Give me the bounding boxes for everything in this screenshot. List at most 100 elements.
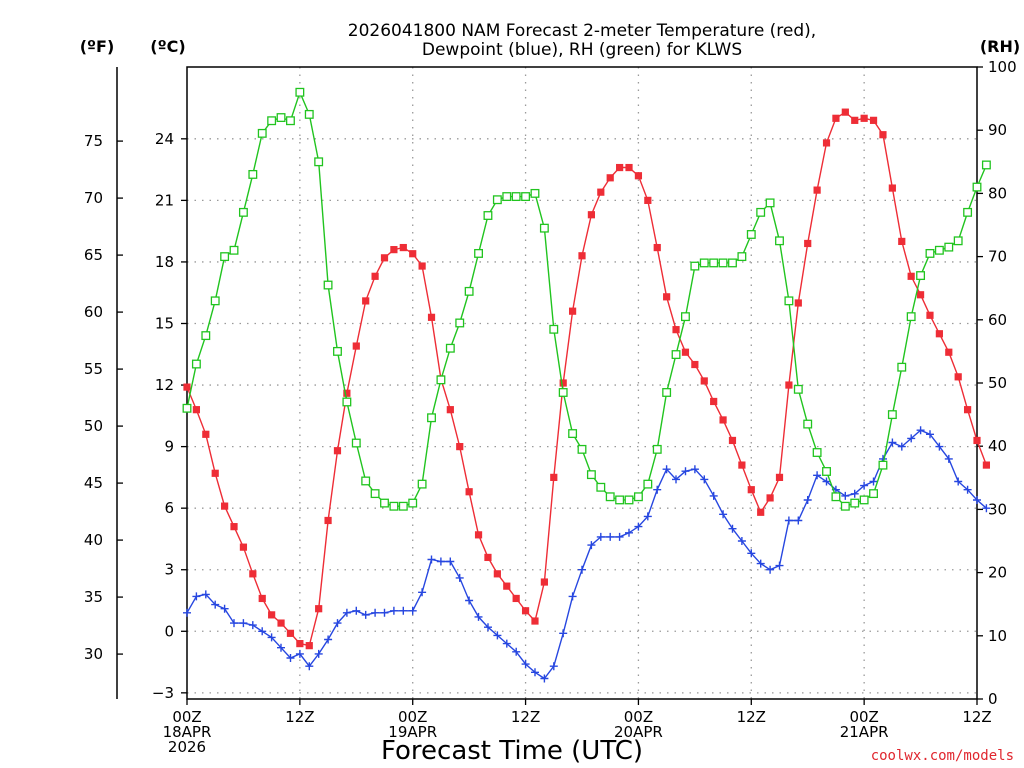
dewpoint-point	[436, 557, 445, 566]
temperature-point	[606, 174, 614, 182]
dewpoint-point	[314, 649, 323, 658]
dewpoint-point	[493, 631, 502, 640]
rh-unit-label: (RH)	[980, 37, 1020, 56]
rh-point	[276, 113, 286, 123]
dewpoint-point	[220, 604, 229, 613]
rh-point	[934, 245, 944, 255]
rh-point	[972, 182, 982, 192]
temperature-point	[202, 430, 210, 438]
fahrenheit-tick-label: 45	[84, 474, 103, 492]
dewpoint-point	[897, 442, 906, 451]
temperature-point	[851, 116, 859, 124]
dewpoint-point	[446, 557, 455, 566]
temperature-point	[775, 473, 784, 481]
dewpoint-point	[512, 647, 521, 656]
x-tick-label: 12Z	[737, 708, 766, 726]
temperature-point	[531, 617, 539, 625]
rh-point	[812, 448, 822, 457]
dewpoint-point	[916, 426, 925, 435]
dewpoint-point	[784, 516, 793, 525]
dewpoint-point	[596, 532, 605, 541]
temperature-point	[277, 619, 285, 627]
dewpoint-point	[662, 465, 671, 474]
dewpoint-point	[267, 633, 276, 642]
dewpoint-line	[186, 429, 987, 680]
rh-point	[775, 236, 784, 246]
rh-point	[728, 258, 737, 268]
dewpoint-point	[578, 565, 586, 574]
temperature-point	[757, 508, 765, 516]
x-tick-label: 12Z	[285, 708, 314, 726]
temperature-point	[869, 116, 878, 124]
rh-point	[398, 501, 408, 511]
axes	[116, 66, 983, 705]
temperature-point	[691, 360, 699, 369]
temperature-point	[465, 488, 473, 496]
title-line-2: Dewpoint (blue), RH (green) for KLWS	[422, 40, 742, 60]
temperature-point	[681, 348, 690, 356]
temperature-point	[183, 383, 191, 391]
dewpoint-point	[418, 588, 427, 597]
dewpoint-point	[625, 528, 633, 537]
dewpoint-point	[907, 434, 916, 443]
rh-point	[859, 495, 869, 505]
rh-tick-label: 40	[988, 437, 1007, 455]
temperature-point	[794, 299, 802, 307]
temperature-point	[239, 543, 248, 551]
rh-point	[445, 343, 455, 353]
rh-point	[361, 476, 371, 486]
fahrenheit-unit-label: (ºF)	[80, 37, 115, 56]
temperature-point	[418, 262, 426, 270]
temperature-point	[221, 502, 229, 510]
rh-point	[671, 350, 681, 360]
credit-text: coolwx.com/models	[871, 748, 1014, 764]
fahrenheit-tick-label: 30	[84, 645, 103, 663]
dewpoint-point	[926, 430, 934, 439]
temperature-point	[371, 272, 379, 280]
dewpoint-point	[973, 496, 981, 504]
rh-tick-label: 70	[988, 248, 1007, 266]
temperature-point	[474, 531, 483, 539]
temperature-point	[503, 582, 511, 590]
celsius-tick-label: −3	[152, 684, 174, 702]
temperature-point	[916, 291, 925, 299]
dewpoint-point	[775, 561, 784, 570]
celsius-tick-label: 6	[164, 499, 174, 517]
temperature-point	[230, 523, 238, 531]
temperature-point	[484, 553, 492, 562]
rh-point	[549, 324, 559, 334]
rh-point	[191, 359, 201, 369]
temperature-point	[935, 330, 943, 338]
temperature-point	[879, 131, 887, 139]
dewpoint-point	[239, 619, 248, 628]
temperature-point	[268, 611, 276, 619]
rh-point	[840, 501, 850, 511]
temperature-point	[719, 416, 727, 424]
temperature-point	[550, 473, 558, 481]
dewpoint-point	[606, 532, 615, 541]
temperature-point	[315, 605, 323, 613]
rh-point	[925, 248, 935, 258]
dewpoint-point	[531, 668, 539, 677]
temperature-point	[380, 254, 389, 262]
rh-point	[295, 87, 305, 97]
rh-tick-label: 0	[988, 690, 998, 708]
rh-point	[492, 195, 502, 205]
rh-point	[342, 397, 352, 407]
rh-tick-label: 30	[988, 500, 1007, 518]
celsius-tick-label: 15	[155, 314, 174, 332]
temperature-point	[249, 570, 257, 578]
rh-point	[304, 109, 314, 119]
rh-point	[333, 346, 342, 356]
dewpoint-point	[888, 438, 897, 447]
rh-point	[803, 419, 813, 429]
rh-point	[408, 498, 418, 508]
tick-labels: −3 0 3 6 9 12 15 18 21 24 30 35 40 45 50 55 60 65 70 75 0 10 2…	[84, 58, 1017, 756]
rh-point	[568, 429, 578, 439]
temperature-point	[973, 436, 981, 445]
rh-point	[662, 388, 672, 397]
temperature-point	[926, 311, 934, 319]
rh-point	[539, 223, 549, 233]
rh-point	[521, 192, 531, 202]
rh-point	[427, 413, 436, 423]
